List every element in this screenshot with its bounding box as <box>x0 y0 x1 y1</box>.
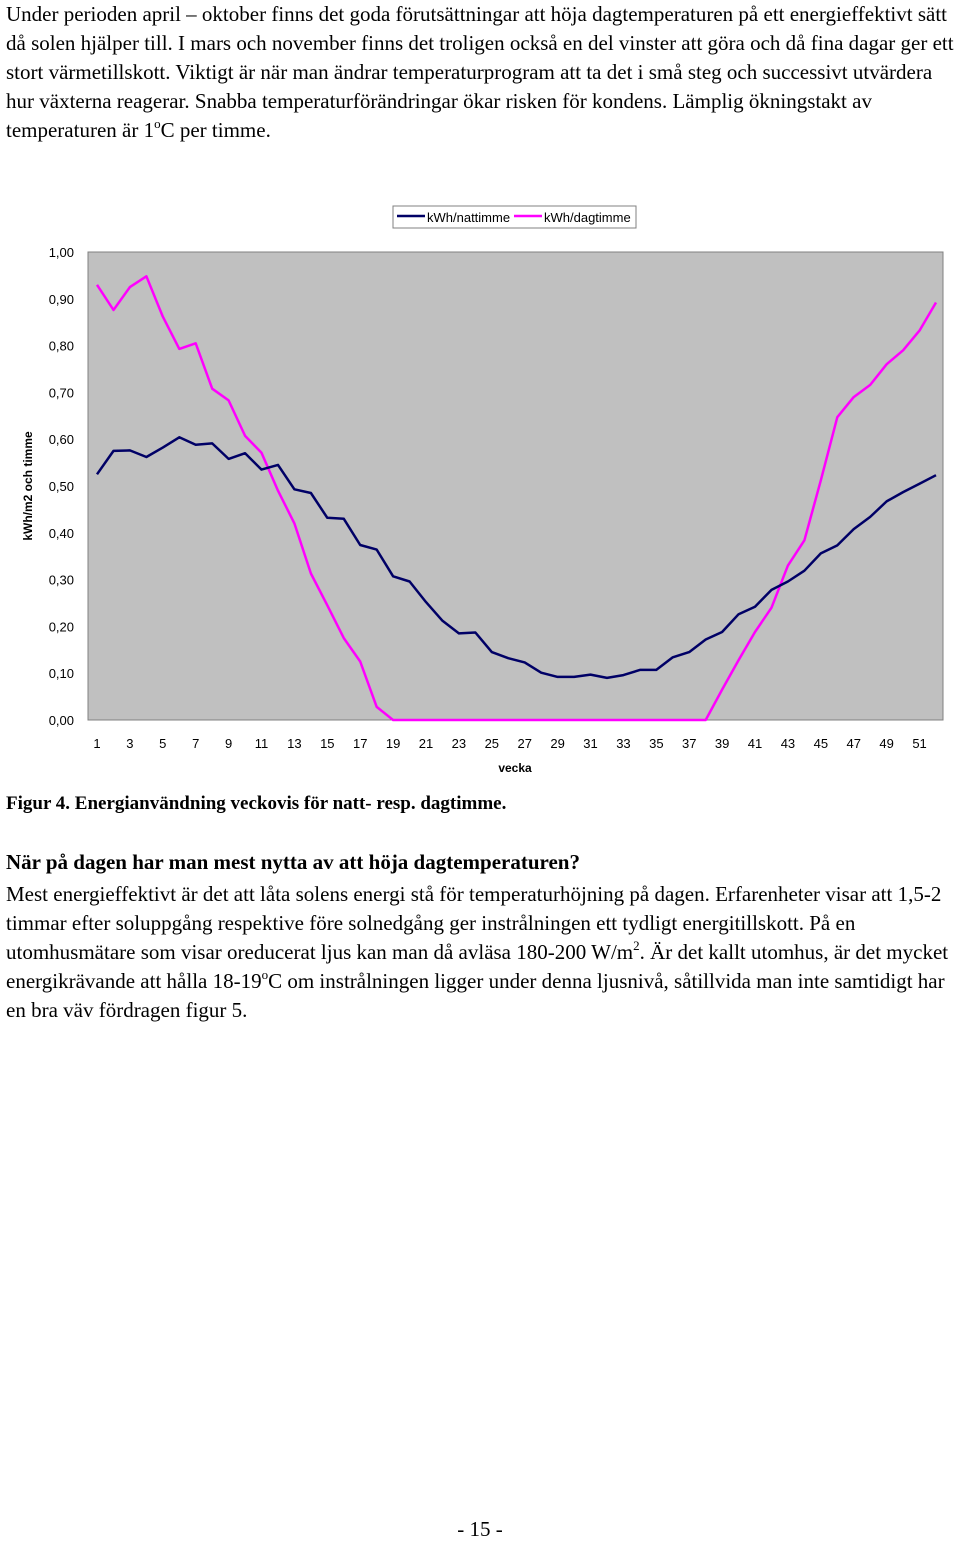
page-number: - 15 - <box>457 1517 503 1541</box>
x-tick-label: 15 <box>320 736 334 751</box>
y-axis-ticks: 0,00 0,10 0,20 0,30 0,40 0,50 0,60 0,70 0,80 0,90… <box>49 245 74 728</box>
body-paragraph: Mest energieffektivt är det att låta sol… <box>6 880 958 1025</box>
y-axis-label: kWh/m2 och timme <box>21 431 35 541</box>
series-lines <box>95 275 938 722</box>
legend-label-night: kWh/nattimme <box>427 210 510 225</box>
x-tick-label: 35 <box>649 736 663 751</box>
x-tick-label: 3 <box>126 736 133 751</box>
legend-label-day: kWh/dagtimme <box>544 210 631 225</box>
degree-superscript-2: o <box>261 967 269 982</box>
x-axis-ticks: 1 3 5 7 9 11 13 15 17 19 21 23 25 27 29 31 33 35 37 39 41 43 4… <box>93 736 926 751</box>
x-tick-label: 7 <box>192 736 199 751</box>
x-tick-label: 31 <box>583 736 597 751</box>
section-heading: När på dagen har man mest nytta av att h… <box>6 850 580 874</box>
plot-area <box>87 251 944 721</box>
x-tick-label: 41 <box>748 736 762 751</box>
x-tick-label: 47 <box>847 736 861 751</box>
x-tick-label: 21 <box>419 736 433 751</box>
y-tick-label: 0,50 <box>49 479 74 494</box>
x-tick-label: 29 <box>550 736 564 751</box>
intro-text-end: C per timme. <box>160 118 271 142</box>
x-tick-label: 23 <box>452 736 466 751</box>
x-tick-label: 49 <box>879 736 893 751</box>
y-tick-label: 0,90 <box>49 292 74 307</box>
intro-paragraph: Under perioden april – oktober finns det… <box>6 0 958 145</box>
intro-text: Under perioden april – oktober finns det… <box>6 2 954 142</box>
body-text-1: Mest energieffektivt är det att låta sol… <box>6 882 942 964</box>
legend: kWh/nattimme kWh/dagtimme <box>392 205 637 229</box>
squared-superscript: 2 <box>633 938 640 953</box>
y-tick-label: 0,60 <box>49 432 74 447</box>
x-tick-label: 1 <box>93 736 100 751</box>
x-tick-label: 5 <box>159 736 166 751</box>
degree-superscript: o <box>154 116 161 131</box>
x-axis-label: vecka <box>498 761 532 775</box>
y-tick-label: 0,70 <box>49 385 74 400</box>
energy-line-chart: 0,00 0,10 0,20 0,30 0,40 0,50 0,60 0,70 0,80 0,90… <box>21 205 944 775</box>
x-tick-label: 45 <box>814 736 828 751</box>
x-tick-label: 37 <box>682 736 696 751</box>
x-tick-label: 39 <box>715 736 729 751</box>
series-line-day <box>95 275 938 722</box>
x-tick-label: 13 <box>287 736 301 751</box>
y-tick-label: 0,00 <box>49 713 74 728</box>
y-tick-label: 0,10 <box>49 666 74 681</box>
y-tick-label: 0,30 <box>49 573 74 588</box>
body-text-3: C om instrålningen ligger under denna lj… <box>6 969 945 1022</box>
x-tick-label: 33 <box>616 736 630 751</box>
series-line-night <box>95 436 937 680</box>
x-tick-label: 25 <box>485 736 499 751</box>
x-tick-label: 17 <box>353 736 367 751</box>
x-tick-label: 43 <box>781 736 795 751</box>
x-tick-label: 19 <box>386 736 400 751</box>
y-tick-label: 0,20 <box>49 619 74 634</box>
x-tick-label: 27 <box>517 736 531 751</box>
y-tick-label: 0,80 <box>49 339 74 354</box>
figure-caption: Figur 4. Energianvändning veckovis för n… <box>6 793 507 814</box>
body-text-2: . Är det kallt utomhus, är det mycket en… <box>6 940 949 993</box>
x-tick-label: 11 <box>255 736 269 751</box>
x-tick-label: 51 <box>912 736 926 751</box>
y-tick-label: 0,40 <box>49 526 74 541</box>
y-tick-label: 1,00 <box>49 245 74 260</box>
x-tick-label: 9 <box>225 736 232 751</box>
